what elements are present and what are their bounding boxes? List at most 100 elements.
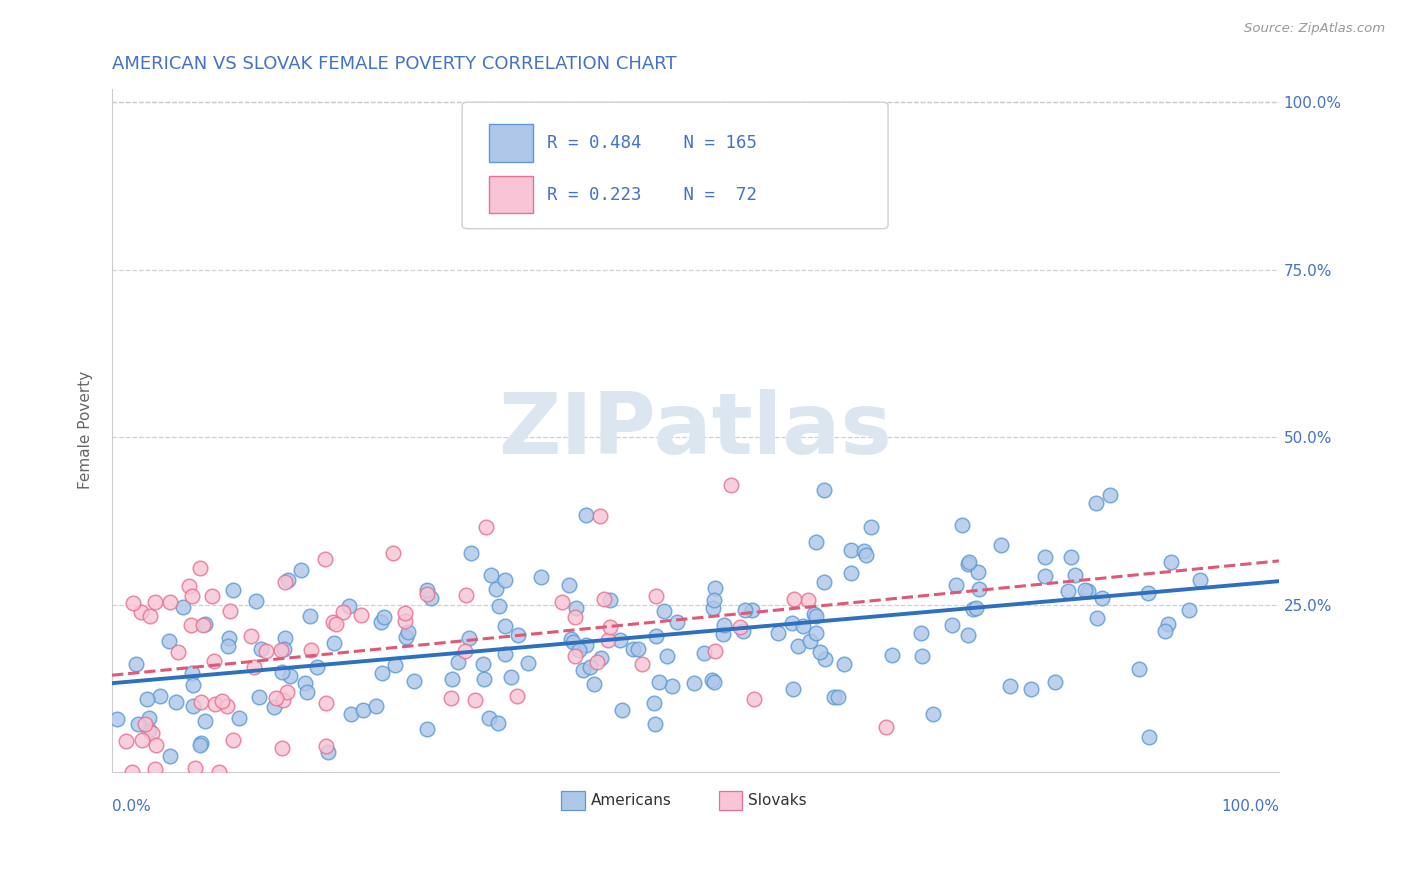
- Point: [278, 669, 301, 683]
- Point: [860, 520, 883, 534]
- Point: [1060, 549, 1083, 564]
- Point: [598, 632, 620, 647]
- Point: [648, 674, 671, 689]
- Point: [499, 670, 522, 684]
- Point: [294, 676, 316, 690]
- Point: [475, 519, 498, 533]
- Point: [852, 544, 875, 558]
- Point: [643, 696, 665, 710]
- Point: [782, 682, 804, 697]
- Text: R = 0.223    N =  72: R = 0.223 N = 72: [547, 186, 758, 203]
- Point: [1091, 591, 1114, 605]
- Point: [1085, 496, 1108, 510]
- Point: [315, 739, 337, 754]
- Text: AMERICAN VS SLOVAK FEMALE POVERTY CORRELATION CHART: AMERICAN VS SLOVAK FEMALE POVERTY CORREL…: [112, 55, 676, 73]
- Point: [921, 706, 943, 721]
- Point: [322, 615, 344, 630]
- Point: [276, 685, 298, 699]
- Point: [744, 692, 766, 706]
- Point: [702, 601, 724, 615]
- Point: [373, 610, 395, 624]
- Point: [271, 665, 294, 679]
- Point: [621, 641, 644, 656]
- Point: [630, 657, 652, 671]
- FancyBboxPatch shape: [561, 790, 585, 810]
- Point: [797, 593, 820, 607]
- Point: [350, 608, 373, 623]
- Point: [1137, 730, 1160, 744]
- Point: [218, 604, 240, 618]
- Point: [808, 645, 831, 659]
- Point: [910, 626, 932, 640]
- Point: [184, 761, 207, 775]
- Point: [271, 741, 294, 756]
- Point: [366, 698, 388, 713]
- Point: [1077, 584, 1099, 599]
- FancyBboxPatch shape: [463, 103, 889, 228]
- Point: [352, 703, 374, 717]
- Point: [180, 589, 202, 603]
- Point: [783, 591, 806, 606]
- Point: [440, 672, 463, 686]
- Point: [702, 673, 724, 687]
- Point: [711, 627, 734, 641]
- Point: [494, 619, 516, 633]
- Point: [143, 763, 166, 777]
- Point: [240, 629, 263, 643]
- Point: [804, 625, 827, 640]
- Point: [803, 607, 825, 621]
- Point: [832, 657, 855, 671]
- Point: [188, 561, 211, 575]
- Point: [730, 620, 752, 634]
- Point: [1063, 567, 1085, 582]
- Point: [530, 569, 553, 583]
- Point: [645, 629, 668, 643]
- Point: [827, 690, 849, 704]
- Point: [806, 609, 828, 624]
- Point: [115, 734, 138, 748]
- Point: [703, 592, 725, 607]
- Point: [494, 573, 516, 587]
- Point: [129, 605, 152, 619]
- Point: [610, 703, 633, 717]
- Point: [557, 578, 579, 592]
- Point: [245, 593, 267, 607]
- Point: [481, 568, 503, 582]
- Point: [135, 691, 157, 706]
- Point: [218, 631, 240, 645]
- Point: [627, 642, 650, 657]
- Point: [1098, 488, 1121, 502]
- Point: [274, 632, 297, 646]
- Point: [855, 549, 877, 563]
- Point: [121, 765, 143, 780]
- Point: [506, 628, 529, 642]
- Point: [652, 604, 675, 618]
- Point: [384, 657, 406, 672]
- Point: [194, 714, 217, 728]
- Point: [1019, 681, 1042, 696]
- Point: [494, 647, 516, 661]
- Point: [217, 699, 239, 714]
- Point: [274, 575, 297, 590]
- Point: [315, 551, 337, 566]
- Point: [263, 700, 285, 714]
- Point: [337, 599, 360, 613]
- Point: [731, 624, 754, 638]
- Point: [201, 589, 224, 603]
- Point: [665, 615, 688, 629]
- Point: [813, 575, 835, 590]
- Point: [703, 644, 725, 658]
- Point: [394, 614, 416, 628]
- Point: [190, 738, 212, 752]
- Point: [734, 603, 756, 617]
- Point: [217, 639, 239, 653]
- Point: [599, 593, 621, 607]
- Point: [657, 648, 679, 663]
- Point: [273, 642, 295, 657]
- Point: [786, 639, 808, 653]
- Point: [965, 601, 987, 615]
- Point: [145, 738, 167, 752]
- Point: [1128, 662, 1150, 676]
- Point: [143, 595, 166, 609]
- Point: [191, 618, 214, 632]
